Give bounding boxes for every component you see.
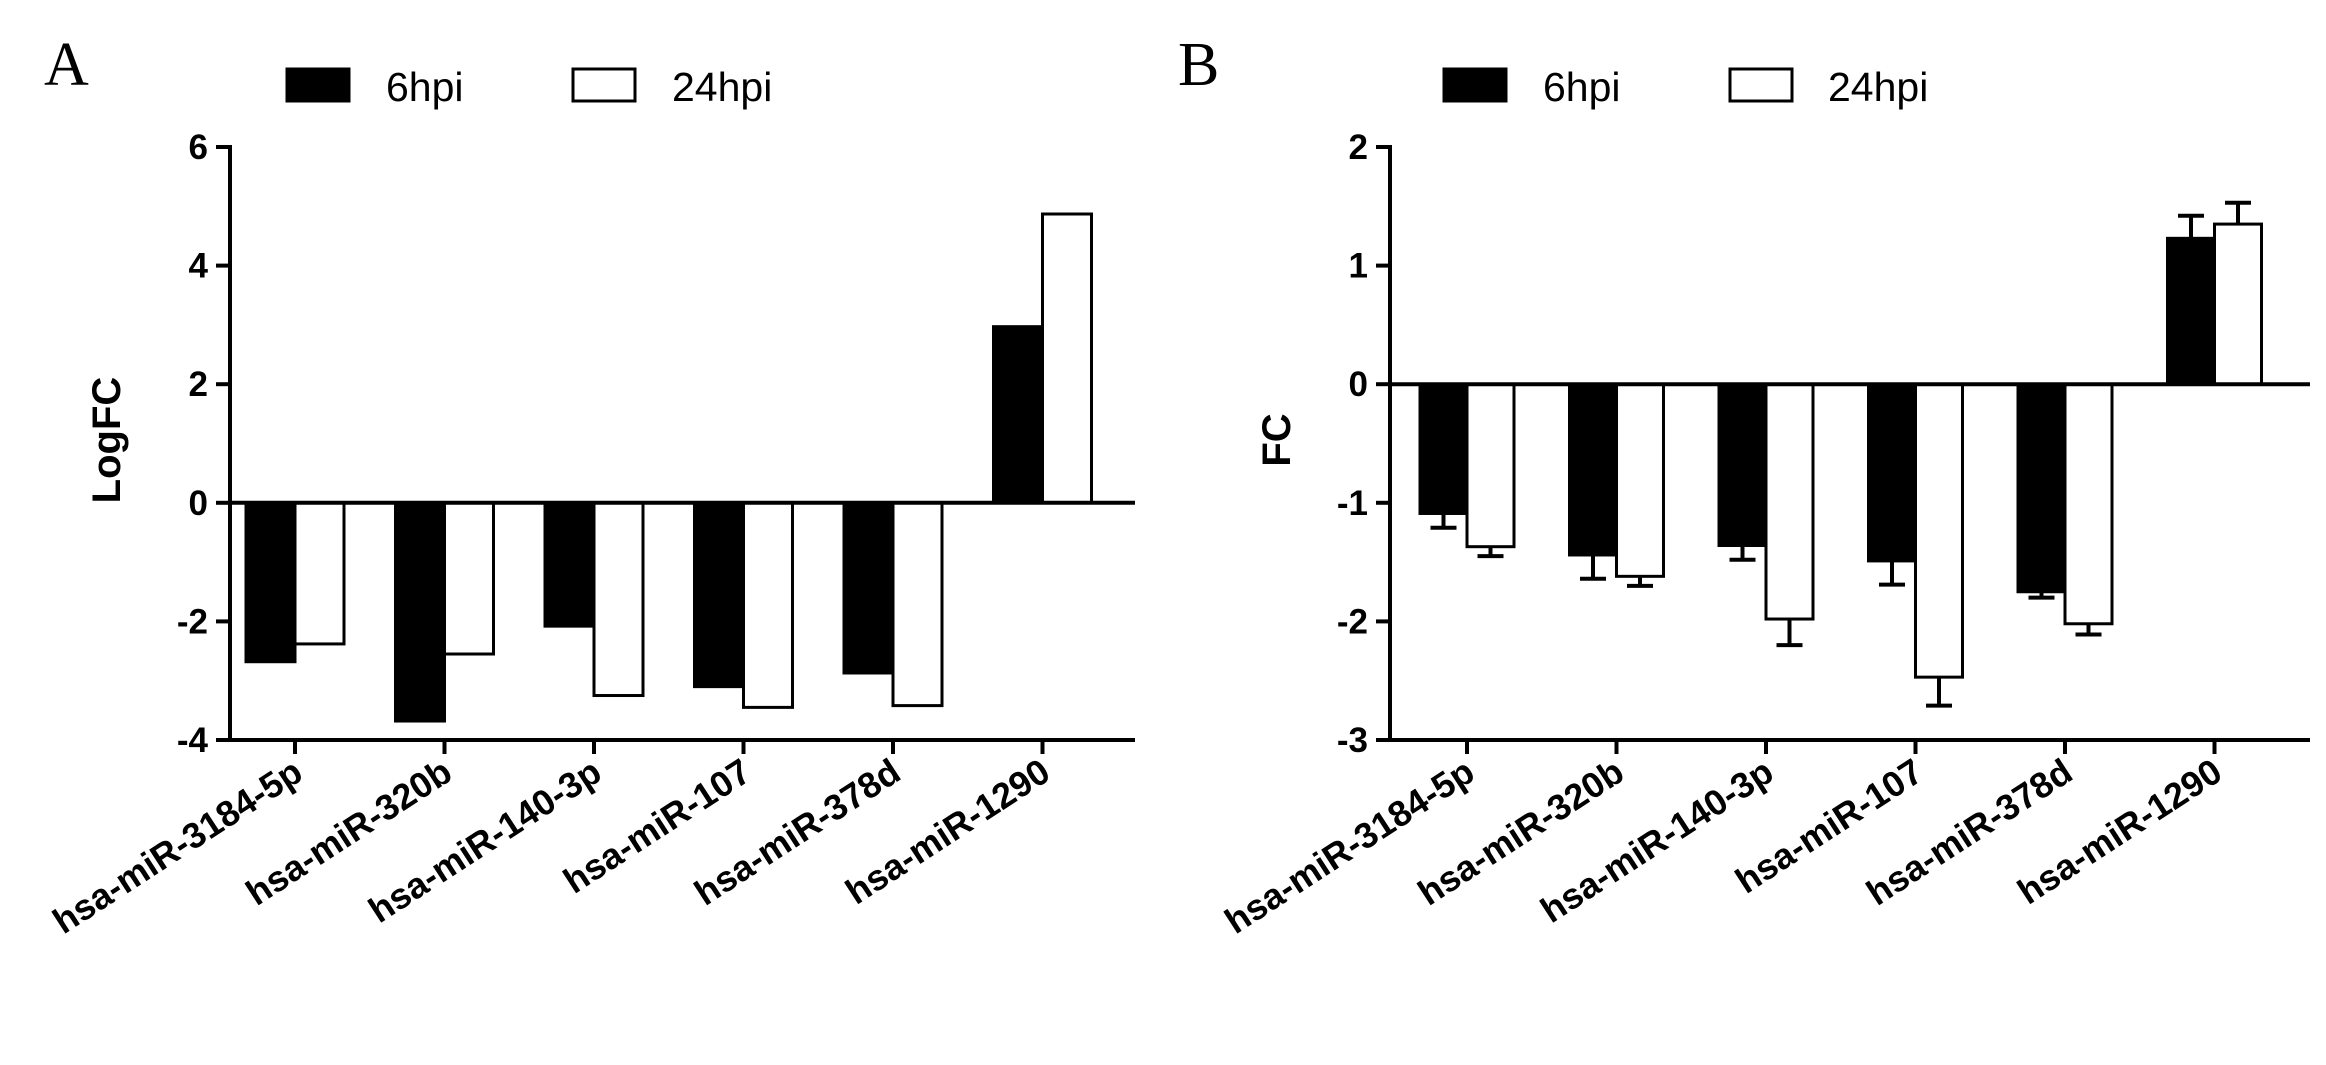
y-tick-label: -4: [177, 721, 209, 760]
y-tick-label: -3: [1337, 721, 1368, 760]
y-tick-label: 0: [1349, 365, 1368, 404]
legend-swatch-6hpi: [1442, 67, 1508, 103]
chart-panel-a: A 6hpi 24hpiLogFC-4-20246hsa-miR-3184-5phs…: [44, 31, 1135, 942]
bar-6hpi-hsa-miR-107: [1867, 382, 1917, 563]
bar-24hpi-hsa-miR-1290: [1041, 212, 1093, 505]
bar-6hpi-hsa-miR-3184-5p: [1418, 382, 1469, 515]
bar-6hpi-hsa-miR-140-3p: [543, 501, 596, 628]
bar-24hpi-hsa-miR-1290: [2213, 222, 2263, 386]
bar-6hpi-hsa-miR-378d: [842, 501, 895, 675]
y-axis-label: FC: [1255, 413, 1299, 466]
bar-24hpi-hsa-miR-3184-5p: [293, 501, 346, 646]
bar-6hpi-hsa-miR-1290: [2166, 236, 2216, 386]
bar-6hpi-hsa-miR-140-3p: [1717, 382, 1768, 547]
legend-label: 24hpi: [1828, 64, 1928, 110]
bar-6hpi-hsa-miR-320b: [1568, 382, 1618, 557]
y-tick-label: -2: [1337, 602, 1368, 641]
legend-swatch-6hpi: [285, 67, 351, 103]
y-axis-label: LogFC: [85, 377, 129, 504]
y-tick-label: 1: [1349, 247, 1368, 286]
legend-label: 6hpi: [1543, 64, 1621, 110]
bar-24hpi-hsa-miR-3184-5p: [1465, 382, 1516, 549]
legend-label: 24hpi: [672, 64, 772, 110]
legend-swatch-24hpi: [571, 67, 637, 103]
y-tick-label: -1: [1337, 484, 1368, 523]
y-tick-label: 4: [189, 247, 209, 286]
bar-6hpi-hsa-miR-3184-5p: [244, 501, 297, 664]
legend: 6hpi 24hpi: [1442, 64, 1928, 110]
y-tick-label: -2: [177, 602, 208, 641]
bar-24hpi-hsa-miR-378d: [2063, 382, 2114, 626]
bar-24hpi-hsa-miR-107: [1914, 382, 1964, 679]
y-tick-label: 0: [189, 484, 208, 523]
bar-24hpi-hsa-miR-107: [742, 501, 794, 709]
y-tick-label: 2: [1349, 128, 1368, 167]
legend-swatch-24hpi: [1728, 67, 1794, 103]
legend-label: 6hpi: [386, 64, 464, 110]
chart-panel-b: B 6hpi 24hpiFC-3-2-1012hsa-miR-3184-5phsa-…: [1178, 31, 2310, 942]
bar-24hpi-hsa-miR-320b: [1615, 382, 1665, 578]
bar-24hpi-hsa-miR-140-3p: [592, 501, 645, 698]
x-category-label: hsa-miR-3184-5p: [1217, 750, 1481, 941]
bar-6hpi-hsa-miR-320b: [394, 501, 446, 723]
bar-6hpi-hsa-miR-1290: [992, 325, 1044, 505]
legend: 6hpi 24hpi: [285, 64, 772, 110]
panel-label: B: [1178, 31, 1219, 99]
bar-24hpi-hsa-miR-378d: [891, 501, 944, 708]
y-tick-label: 2: [189, 365, 208, 404]
bar-6hpi-hsa-miR-107: [693, 501, 745, 689]
bar-24hpi-hsa-miR-140-3p: [1764, 382, 1815, 621]
bar-24hpi-hsa-miR-320b: [443, 501, 495, 656]
y-tick-label: 6: [189, 128, 208, 167]
bar-6hpi-hsa-miR-378d: [2016, 382, 2067, 594]
panel-label: A: [44, 31, 89, 99]
x-category-label: hsa-miR-3184-5p: [45, 750, 309, 941]
